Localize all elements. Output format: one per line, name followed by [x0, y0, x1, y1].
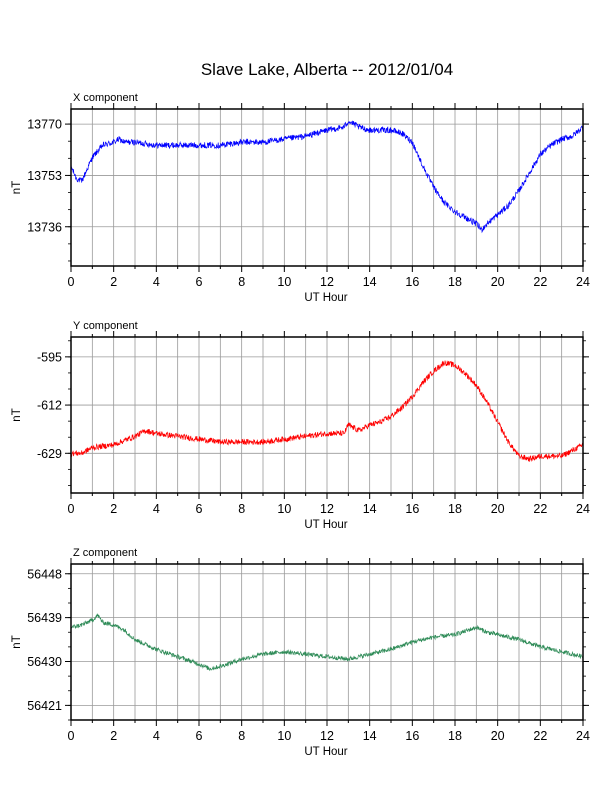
x-tick-label: 4: [153, 502, 160, 516]
x-tick-label: 2: [110, 275, 117, 289]
x-tick-label: 18: [448, 729, 462, 743]
x-tick-label: 6: [196, 729, 203, 743]
y-axis-label: nT: [11, 635, 23, 648]
y-component-series-line: [70, 360, 584, 462]
y-tick-label: 56439: [27, 611, 62, 625]
x-tick-label: 22: [533, 275, 547, 289]
x-tick-label: 0: [68, 729, 75, 743]
x-tick-label: 8: [238, 502, 245, 516]
x-tick-label: 16: [405, 502, 419, 516]
x-tick-label: 18: [448, 275, 462, 289]
y-tick-label: 13770: [27, 118, 62, 132]
x-tick-label: 14: [363, 729, 377, 743]
x-tick-label: 16: [405, 729, 419, 743]
x-tick-label: 22: [533, 729, 547, 743]
y-tick-label: 56448: [27, 567, 62, 581]
y-axis-label: nT: [11, 181, 23, 194]
y-tick-label: 13736: [27, 220, 62, 234]
x-axis-label: UT Hour: [304, 292, 347, 304]
x-tick-label: 20: [491, 275, 505, 289]
x-tick-label: 0: [68, 502, 75, 516]
x-tick-label: 16: [405, 275, 419, 289]
x-tick-label: 6: [196, 275, 203, 289]
x-tick-label: 4: [153, 275, 160, 289]
x-tick-label: 24: [576, 729, 590, 743]
panel-label: Z component: [73, 547, 137, 559]
x-tick-label: 4: [153, 729, 160, 743]
x-axis-label: UT Hour: [304, 746, 347, 758]
z-component-series-line: [70, 613, 584, 672]
x-component-series-line: [70, 120, 584, 234]
y-tick-label: -595: [37, 350, 62, 364]
y-tick-label: -629: [37, 447, 62, 461]
panel-label: Y component: [73, 320, 138, 332]
x-tick-label: 2: [110, 502, 117, 516]
x-tick-label: 14: [363, 502, 377, 516]
figure-title: Slave Lake, Alberta -- 2012/01/04: [201, 60, 453, 79]
x-tick-label: 6: [196, 502, 203, 516]
x-tick-label: 12: [320, 502, 334, 516]
x-tick-label: 20: [491, 729, 505, 743]
panel-label: X component: [73, 92, 138, 104]
x-tick-label: 0: [68, 275, 75, 289]
x-tick-label: 24: [576, 275, 590, 289]
y-tick-label: -612: [37, 399, 62, 413]
x-tick-label: 10: [277, 502, 291, 516]
x-tick-label: 24: [576, 502, 590, 516]
x-axis-label: UT Hour: [304, 519, 347, 531]
x-tick-label: 8: [238, 275, 245, 289]
x-tick-label: 8: [238, 729, 245, 743]
x-tick-label: 2: [110, 729, 117, 743]
x-tick-label: 12: [320, 729, 334, 743]
x-tick-label: 18: [448, 502, 462, 516]
x-tick-label: 22: [533, 502, 547, 516]
y-tick-label: 56430: [27, 655, 62, 669]
y-tick-label: 13753: [27, 169, 62, 183]
x-tick-label: 14: [363, 275, 377, 289]
x-tick-label: 10: [277, 275, 291, 289]
x-tick-label: 10: [277, 729, 291, 743]
x-tick-label: 12: [320, 275, 334, 289]
x-tick-label: 20: [491, 502, 505, 516]
y-axis-label: nT: [11, 408, 23, 421]
y-tick-label: 56421: [27, 699, 62, 713]
